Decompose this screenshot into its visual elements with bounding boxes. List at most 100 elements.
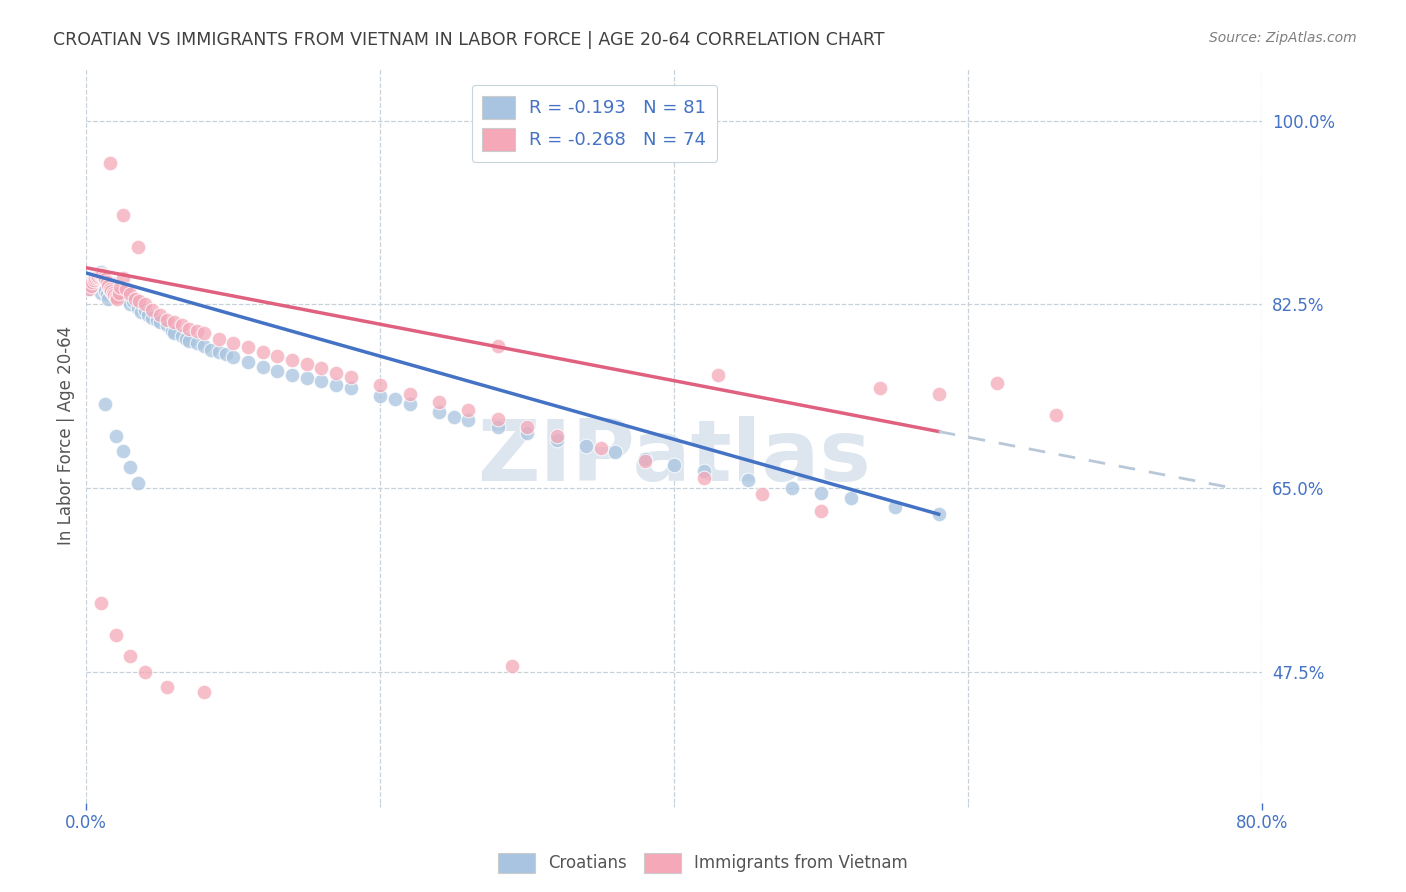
- Point: [810, 486, 832, 500]
- Point: [86, 270, 108, 285]
- Point: [90, 596, 112, 610]
- Point: [114, 279, 136, 293]
- Point: [90, 285, 112, 300]
- Point: [122, 294, 145, 309]
- Point: [149, 315, 172, 329]
- Point: [281, 368, 304, 382]
- Point: [215, 347, 238, 361]
- Point: [82, 273, 104, 287]
- Point: [236, 355, 259, 369]
- Point: [340, 381, 363, 395]
- Text: CROATIAN VS IMMIGRANTS FROM VIETNAM IN LABOR FORCE | AGE 20-64 CORRELATION CHART: CROATIAN VS IMMIGRANTS FROM VIETNAM IN L…: [53, 31, 884, 49]
- Point: [104, 287, 127, 301]
- Point: [662, 458, 685, 472]
- Point: [252, 344, 274, 359]
- Point: [98, 282, 121, 296]
- Point: [103, 284, 125, 298]
- Point: [156, 318, 179, 333]
- Y-axis label: In Labor Force | Age 20-64: In Labor Force | Age 20-64: [58, 326, 75, 545]
- Point: [692, 470, 714, 484]
- Point: [605, 445, 627, 459]
- Point: [83, 271, 105, 285]
- Point: [124, 292, 146, 306]
- Point: [186, 324, 208, 338]
- Point: [174, 332, 197, 346]
- Point: [127, 301, 149, 315]
- Point: [311, 361, 333, 376]
- Point: [707, 368, 730, 382]
- Point: [179, 321, 201, 335]
- Point: [112, 444, 135, 458]
- Point: [80, 278, 103, 293]
- Point: [546, 428, 568, 442]
- Point: [179, 334, 201, 348]
- Point: [502, 659, 524, 673]
- Point: [90, 267, 112, 281]
- Point: [112, 284, 135, 298]
- Legend: R = -0.193   N = 81, R = -0.268   N = 74: R = -0.193 N = 81, R = -0.268 N = 74: [471, 85, 717, 162]
- Point: [127, 475, 149, 490]
- Point: [398, 386, 420, 401]
- Point: [810, 504, 832, 518]
- Point: [457, 413, 479, 427]
- Point: [986, 376, 1008, 391]
- Point: [100, 277, 122, 291]
- Point: [77, 282, 100, 296]
- Point: [311, 374, 333, 388]
- Point: [94, 284, 117, 298]
- Point: [97, 292, 120, 306]
- Point: [160, 324, 183, 338]
- Point: [120, 648, 142, 663]
- Point: [134, 665, 156, 679]
- Point: [486, 339, 509, 353]
- Point: [105, 282, 128, 296]
- Point: [295, 371, 318, 385]
- Point: [108, 290, 131, 304]
- Point: [634, 454, 657, 468]
- Point: [340, 369, 363, 384]
- Point: [91, 268, 114, 282]
- Point: [93, 270, 115, 285]
- Point: [546, 433, 568, 447]
- Point: [384, 392, 406, 406]
- Point: [928, 507, 950, 521]
- Point: [193, 685, 215, 699]
- Point: [104, 428, 127, 442]
- Point: [692, 464, 714, 478]
- Point: [266, 349, 288, 363]
- Point: [1045, 408, 1067, 422]
- Point: [80, 277, 103, 291]
- Point: [207, 332, 229, 346]
- Point: [516, 426, 538, 441]
- Point: [93, 278, 115, 293]
- Point: [108, 279, 131, 293]
- Point: [427, 405, 450, 419]
- Point: [120, 460, 142, 475]
- Point: [115, 282, 138, 296]
- Point: [252, 360, 274, 375]
- Point: [149, 308, 172, 322]
- Point: [94, 272, 117, 286]
- Point: [737, 473, 759, 487]
- Point: [193, 326, 215, 340]
- Point: [87, 269, 110, 284]
- Point: [105, 292, 128, 306]
- Point: [84, 269, 107, 284]
- Point: [117, 292, 139, 306]
- Point: [120, 297, 142, 311]
- Point: [751, 487, 773, 501]
- Point: [427, 395, 450, 409]
- Point: [100, 284, 122, 298]
- Point: [281, 353, 304, 368]
- Point: [101, 285, 124, 300]
- Legend: Croatians, Immigrants from Vietnam: Croatians, Immigrants from Vietnam: [492, 847, 914, 880]
- Point: [170, 329, 193, 343]
- Point: [883, 500, 905, 514]
- Point: [156, 680, 179, 694]
- Point: [134, 302, 156, 317]
- Point: [266, 363, 288, 377]
- Point: [104, 628, 127, 642]
- Point: [486, 411, 509, 425]
- Point: [98, 282, 121, 296]
- Point: [141, 302, 163, 317]
